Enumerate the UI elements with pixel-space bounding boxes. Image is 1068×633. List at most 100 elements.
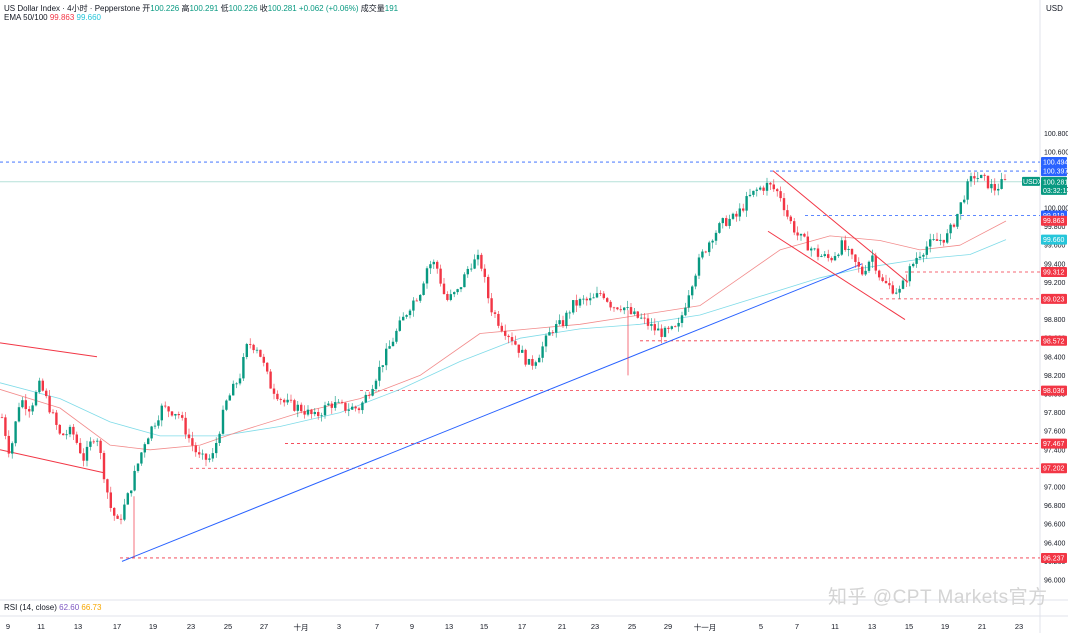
candle-body <box>58 424 61 434</box>
candle-body <box>109 492 112 508</box>
candle-body <box>113 507 116 516</box>
candle-body <box>181 415 184 418</box>
candle-body <box>589 298 592 301</box>
candle-body <box>997 188 1000 191</box>
date-axis-label: 11 <box>831 622 839 631</box>
candle-body <box>643 317 646 319</box>
candle-body <box>371 388 374 396</box>
candle-body <box>514 341 517 345</box>
candle-body <box>891 285 894 294</box>
watermark: 知乎 @CPT Markets官方 <box>828 587 1048 608</box>
candle-body <box>969 176 973 182</box>
ema-tag <box>1041 234 1067 245</box>
candle-body <box>612 307 616 309</box>
candle-body <box>980 174 983 179</box>
date-axis-label: 19 <box>148 622 158 631</box>
candle-body <box>538 357 541 363</box>
candle-body <box>918 256 922 258</box>
candle-body <box>704 251 707 253</box>
candle-body <box>541 346 544 358</box>
price-tick-label: 96.000 <box>1044 578 1066 585</box>
candle-body <box>215 442 218 454</box>
candle-body <box>708 242 711 253</box>
candle-body <box>344 402 347 411</box>
candle-body <box>136 463 140 471</box>
candle-body <box>232 383 235 396</box>
candle-body <box>925 246 928 255</box>
candle-body <box>993 183 996 191</box>
candle-body <box>813 248 816 250</box>
candle-body <box>799 233 803 236</box>
candle-body <box>711 240 714 243</box>
candle-body <box>912 263 915 267</box>
candle-body <box>759 187 762 190</box>
candle-body <box>119 518 123 520</box>
candle-body <box>75 434 78 443</box>
trendline <box>0 342 98 358</box>
ema-tag-label: 99.863 <box>1043 218 1065 225</box>
candle-body <box>517 344 520 353</box>
date-axis-label: 23 <box>186 622 196 631</box>
candle-body <box>694 275 697 287</box>
date-axis-label: 13 <box>73 622 83 631</box>
ema-tag-label: 99.660 <box>1043 237 1065 244</box>
candle-body <box>670 326 673 329</box>
candle-body <box>663 327 667 337</box>
candle-body <box>463 274 466 288</box>
candle-body <box>640 317 643 319</box>
date-axis-label: 21 <box>557 622 567 631</box>
candle-body <box>303 411 306 415</box>
candle-body <box>269 371 272 389</box>
date-axis-label: 21 <box>977 622 987 631</box>
price-tick-label: 99.800 <box>1044 224 1066 231</box>
candle-body <box>551 332 554 333</box>
candle-body <box>480 254 483 269</box>
candle-body <box>150 426 153 439</box>
candle-body <box>286 399 289 403</box>
candle-body <box>476 254 480 260</box>
candle-body <box>653 324 656 331</box>
date-axis-label: 9 <box>409 622 415 631</box>
trendline <box>772 170 909 283</box>
price-level-tag-label: 99.023 <box>1043 296 1065 303</box>
price-level-tag <box>1041 385 1067 396</box>
candle-body <box>616 307 619 310</box>
price-level-tag <box>1041 293 1067 304</box>
candle-body <box>361 402 364 411</box>
current-price-label: 100.281 <box>1043 179 1068 186</box>
candle-body <box>252 344 255 351</box>
price-tick-label: 96.400 <box>1044 540 1066 547</box>
candle-body <box>884 281 888 284</box>
candle-body <box>769 182 772 185</box>
candle-body <box>735 213 738 217</box>
candle-body <box>402 316 405 321</box>
low-value: 100.226 <box>228 4 258 13</box>
candle-body <box>561 320 565 327</box>
candle-body <box>68 426 72 435</box>
candle-body <box>959 202 962 214</box>
candle-body <box>820 255 823 257</box>
candle-body <box>167 406 170 412</box>
candle-body <box>330 403 333 408</box>
candle-body <box>932 239 935 240</box>
candle-body <box>0 417 4 419</box>
candle-body <box>521 349 524 353</box>
candle-body <box>279 399 282 400</box>
ema-tag <box>1041 215 1067 226</box>
candle-body <box>177 414 180 416</box>
candle-body <box>425 268 429 284</box>
price-tick-label: 100.000 <box>1044 206 1068 213</box>
candle-body <box>687 295 690 308</box>
price-tick-label: 100.800 <box>1044 131 1068 138</box>
candle-body <box>898 288 901 293</box>
trendline <box>121 263 863 562</box>
candle-body <box>187 434 191 439</box>
price-level-tag-label: 99.312 <box>1043 269 1065 276</box>
candle-body <box>38 380 41 393</box>
candle-body <box>497 313 500 326</box>
candle-body <box>558 320 561 325</box>
candle-body <box>504 330 507 336</box>
ema50-value: 99.863 <box>49 13 75 22</box>
candle-body <box>697 257 701 276</box>
